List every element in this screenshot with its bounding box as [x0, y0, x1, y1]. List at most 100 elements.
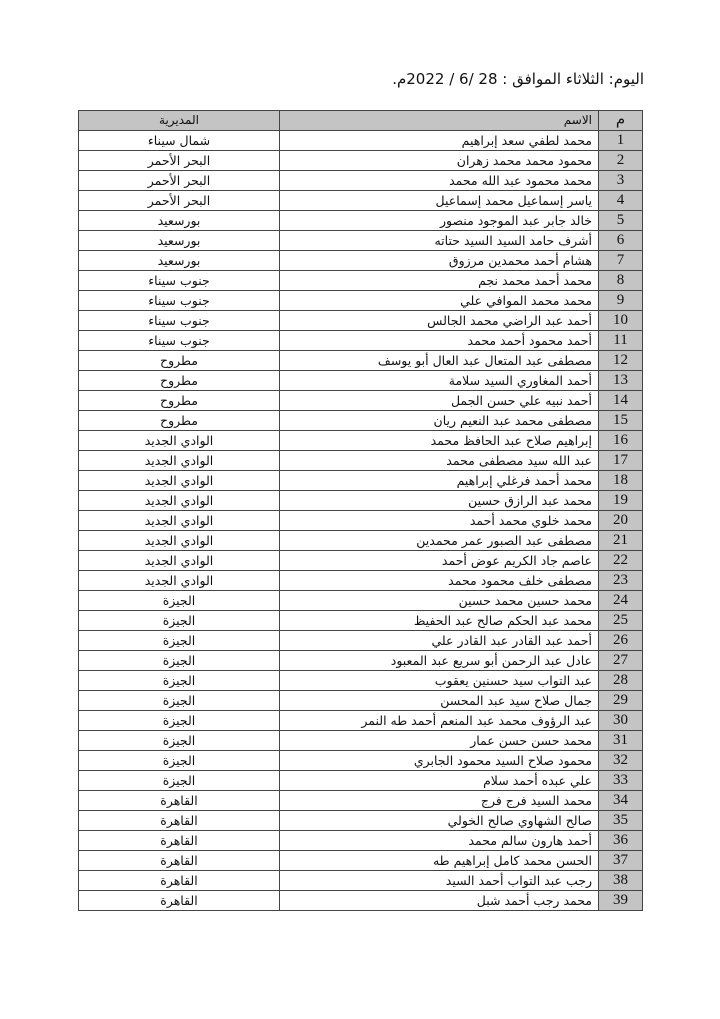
table-row: 39 محمد رجب أحمد شبل القاهرة: [78, 890, 643, 911]
table-row: 33 علي عبده أحمد سلام الجيزة: [78, 770, 643, 791]
number-cell: 3: [598, 170, 643, 191]
table-row: 5 خالد جابر عبد الموجود منصور بورسعيد: [78, 210, 643, 231]
name-cell: أحمد المغاوري السيد سلامة: [279, 370, 599, 391]
column-header-number: م: [598, 110, 643, 131]
table-row: 1 محمد لطفي سعد إبراهيم شمال سيناء: [78, 130, 643, 151]
name-cell: أحمد هارون سالم محمد: [279, 830, 599, 851]
number-cell: 20: [598, 510, 643, 531]
table-header-row: م الاسم المديرية: [78, 110, 643, 131]
name-cell: محمد حسن حسن عمار: [279, 730, 599, 751]
table-row: 26 أحمد عبد القادر عبد القادر علي الجيزة: [78, 630, 643, 651]
name-cell: محمد أحمد محمد نجم: [279, 270, 599, 291]
number-cell: 6: [598, 230, 643, 251]
directorate-cell: الوادي الجديد: [78, 430, 280, 451]
table-row: 23 مصطفى خلف محمود محمد الوادي الجديد: [78, 570, 643, 591]
name-cell: جمال صلاح سيد عبد المحسن: [279, 690, 599, 711]
directorate-cell: مطروح: [78, 390, 280, 411]
table-row: 9 محمد محمد الموافي علي جنوب سيناء: [78, 290, 643, 311]
name-cell: أحمد عبد القادر عبد القادر علي: [279, 630, 599, 651]
table-row: 7 هشام أحمد محمدين مرزوق بورسعيد: [78, 250, 643, 271]
table-row: 18 محمد أحمد فرغلي إبراهيم الوادي الجديد: [78, 470, 643, 491]
name-cell: مصطفى عبد الصبور عمر محمدين: [279, 530, 599, 551]
number-cell: 38: [598, 870, 643, 891]
number-cell: 28: [598, 670, 643, 691]
directorate-cell: القاهرة: [78, 890, 280, 911]
directorate-cell: الجيزة: [78, 710, 280, 731]
table-body: 1 محمد لطفي سعد إبراهيم شمال سيناء 2 محمود م…: [78, 130, 643, 911]
number-cell: 36: [598, 830, 643, 851]
name-cell: محمد لطفي سعد إبراهيم: [279, 130, 599, 151]
number-cell: 4: [598, 190, 643, 211]
name-cell: محمود صلاح السيد محمود الجابري: [279, 750, 599, 771]
number-cell: 29: [598, 690, 643, 711]
directorate-cell: جنوب سيناء: [78, 330, 280, 351]
directorate-cell: الوادي الجديد: [78, 490, 280, 511]
directorate-cell: جنوب سيناء: [78, 310, 280, 331]
directorate-cell: الوادي الجديد: [78, 570, 280, 591]
name-cell: مصطفى عبد المتعال عبد العال أبو يوسف: [279, 350, 599, 371]
table-row: 36 أحمد هارون سالم محمد القاهرة: [78, 830, 643, 851]
name-cell: محمد حسين محمد حسين: [279, 590, 599, 611]
name-cell: أحمد محمود أحمد محمد: [279, 330, 599, 351]
table-row: 22 عاصم جاد الكريم عوض أحمد الوادي الجديد: [78, 550, 643, 571]
directorate-cell: بورسعيد: [78, 210, 280, 231]
names-table: م الاسم المديرية 1 محمد لطفي سعد إبراهيم ش…: [78, 110, 643, 911]
number-cell: 13: [598, 370, 643, 391]
table-row: 28 عبد التواب سيد حسنين يعقوب الجيزة: [78, 670, 643, 691]
number-cell: 21: [598, 530, 643, 551]
number-cell: 31: [598, 730, 643, 751]
directorate-cell: الجيزة: [78, 650, 280, 671]
directorate-cell: الوادي الجديد: [78, 530, 280, 551]
name-cell: صالح الشهاوي صالح الخولي: [279, 810, 599, 831]
name-cell: محمد محمد الموافي علي: [279, 290, 599, 311]
column-header-directorate: المديرية: [78, 110, 280, 131]
directorate-cell: مطروح: [78, 350, 280, 371]
number-cell: 33: [598, 770, 643, 791]
number-cell: 2: [598, 150, 643, 171]
name-cell: مصطفى خلف محمود محمد: [279, 570, 599, 591]
name-cell: أشرف حامد السيد السيد حتاته: [279, 230, 599, 251]
directorate-cell: الجيزة: [78, 670, 280, 691]
number-cell: 9: [598, 290, 643, 311]
table-row: 27 عادل عبد الرحمن أبو سريع عبد المعبود ال…: [78, 650, 643, 671]
name-cell: محمد عبد الرازق حسين: [279, 490, 599, 511]
directorate-cell: البحر الأحمر: [78, 150, 280, 171]
directorate-cell: الجيزة: [78, 770, 280, 791]
table-row: 35 صالح الشهاوي صالح الخولي القاهرة: [78, 810, 643, 831]
table-row: 38 رجب عبد التواب أحمد السيد القاهرة: [78, 870, 643, 891]
number-cell: 22: [598, 550, 643, 571]
number-cell: 7: [598, 250, 643, 271]
directorate-cell: مطروح: [78, 410, 280, 431]
table-row: 6 أشرف حامد السيد السيد حتاته بورسعيد: [78, 230, 643, 251]
table-row: 11 أحمد محمود أحمد محمد جنوب سيناء: [78, 330, 643, 351]
number-cell: 10: [598, 310, 643, 331]
name-cell: أحمد نبيه علي حسن الجمل: [279, 390, 599, 411]
name-cell: محمد عبد الحكم صالح عبد الحفيظ: [279, 610, 599, 631]
number-cell: 19: [598, 490, 643, 511]
number-cell: 12: [598, 350, 643, 371]
directorate-cell: الجيزة: [78, 750, 280, 771]
directorate-cell: الجيزة: [78, 690, 280, 711]
name-cell: عبد التواب سيد حسنين يعقوب: [279, 670, 599, 691]
number-cell: 23: [598, 570, 643, 591]
name-cell: الحسن محمد كامل إبراهيم طه: [279, 850, 599, 871]
table-row: 8 محمد أحمد محمد نجم جنوب سيناء: [78, 270, 643, 291]
name-cell: محمود محمد محمد زهران: [279, 150, 599, 171]
directorate-cell: الوادي الجديد: [78, 510, 280, 531]
number-cell: 16: [598, 430, 643, 451]
name-cell: محمد خلوي محمد أحمد: [279, 510, 599, 531]
name-cell: هشام أحمد محمدين مرزوق: [279, 250, 599, 271]
table-row: 16 إبراهيم صلاح عبد الحافظ محمد الوادي الج…: [78, 430, 643, 451]
number-cell: 27: [598, 650, 643, 671]
directorate-cell: الجيزة: [78, 630, 280, 651]
table-row: 30 عبد الرؤوف محمد عبد المنعم أحمد طه الن…: [78, 710, 643, 731]
table-row: 17 عبد الله سيد مصطفى محمد الوادي الجديد: [78, 450, 643, 471]
directorate-cell: الوادي الجديد: [78, 550, 280, 571]
number-cell: 35: [598, 810, 643, 831]
name-cell: عبد الله سيد مصطفى محمد: [279, 450, 599, 471]
table-row: 19 محمد عبد الرازق حسين الوادي الجديد: [78, 490, 643, 511]
directorate-cell: جنوب سيناء: [78, 290, 280, 311]
name-cell: عادل عبد الرحمن أبو سريع عبد المعبود: [279, 650, 599, 671]
table-row: 37 الحسن محمد كامل إبراهيم طه القاهرة: [78, 850, 643, 871]
table-row: 31 محمد حسن حسن عمار الجيزة: [78, 730, 643, 751]
